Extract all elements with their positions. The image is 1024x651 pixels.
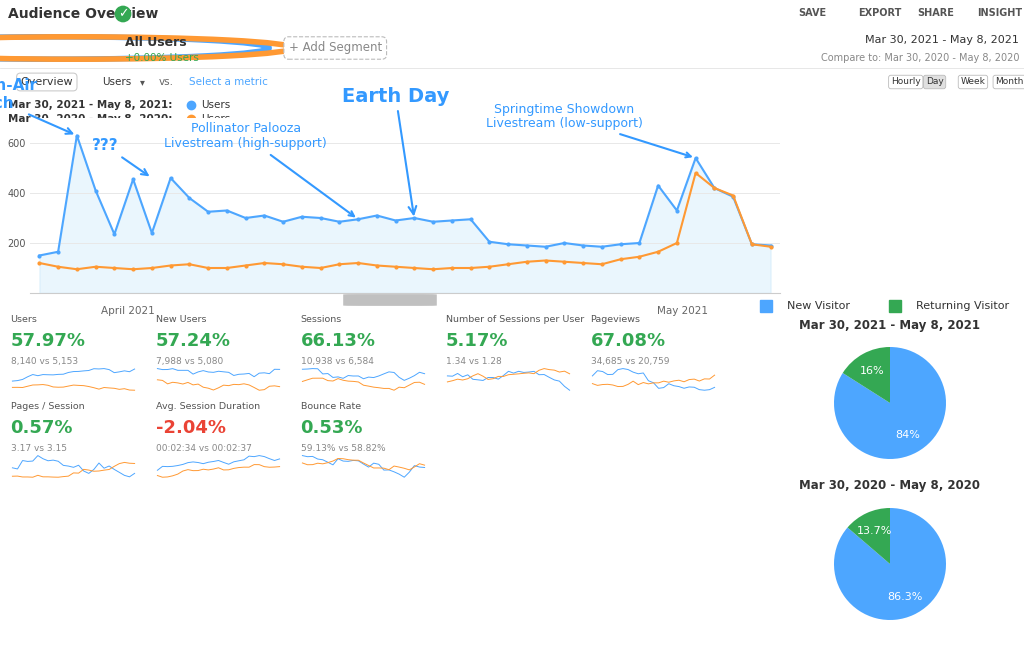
Text: 57.97%: 57.97% — [10, 332, 86, 350]
Text: 84%: 84% — [895, 430, 920, 440]
Wedge shape — [848, 508, 890, 564]
Text: vs.: vs. — [159, 77, 174, 87]
Text: 7,988 vs 5,080: 7,988 vs 5,080 — [156, 357, 223, 367]
Text: 10,938 vs 6,584: 10,938 vs 6,584 — [301, 357, 374, 367]
Text: -2.04%: -2.04% — [156, 419, 225, 437]
Text: ???: ??? — [92, 138, 147, 175]
Text: ▾: ▾ — [140, 77, 145, 87]
Text: May 2021: May 2021 — [657, 306, 708, 316]
Text: Audience Overview: Audience Overview — [8, 7, 159, 21]
Text: ✓: ✓ — [118, 8, 128, 20]
Text: Pageviews: Pageviews — [591, 315, 641, 324]
Text: Mar 30, 2020 - May 8, 2020:: Mar 30, 2020 - May 8, 2020: — [8, 113, 172, 124]
FancyBboxPatch shape — [343, 294, 437, 306]
Text: Users: Users — [202, 100, 230, 110]
Text: Compare to: Mar 30, 2020 - May 8, 2020: Compare to: Mar 30, 2020 - May 8, 2020 — [820, 53, 1019, 63]
Text: April 2021: April 2021 — [100, 306, 155, 316]
Text: Pollinator Palooza
Livestream (high-support): Pollinator Palooza Livestream (high-supp… — [164, 122, 354, 216]
Text: Springtime Showdown
Livestream (low-support): Springtime Showdown Livestream (low-supp… — [486, 102, 691, 158]
Text: 16%: 16% — [860, 366, 885, 376]
Text: EXPORT: EXPORT — [858, 8, 901, 18]
Text: Avg. Session Duration: Avg. Session Duration — [156, 402, 260, 411]
Text: Month: Month — [995, 77, 1024, 87]
Text: Earth Day: Earth Day — [342, 87, 450, 214]
Text: 3.17 vs 3.15: 3.17 vs 3.15 — [10, 444, 67, 453]
Wedge shape — [843, 347, 890, 403]
Text: 00:02:34 vs 00:02:37: 00:02:34 vs 00:02:37 — [156, 444, 252, 453]
Text: Day: Day — [926, 77, 943, 87]
Text: 5.17%: 5.17% — [445, 332, 508, 350]
Text: 1.34 vs 1.28: 1.34 vs 1.28 — [445, 357, 502, 367]
Text: Select a metric: Select a metric — [189, 77, 268, 87]
Text: Users: Users — [202, 113, 230, 124]
Text: Mar 30, 2020 - May 8, 2020: Mar 30, 2020 - May 8, 2020 — [799, 480, 980, 493]
Text: 86.3%: 86.3% — [888, 592, 923, 602]
Text: All Users: All Users — [125, 36, 186, 49]
Text: 34,685 vs 20,759: 34,685 vs 20,759 — [591, 357, 669, 367]
Text: 13.7%: 13.7% — [857, 526, 893, 536]
Text: 66.13%: 66.13% — [301, 332, 376, 350]
Text: 0.57%: 0.57% — [10, 419, 73, 437]
Text: Pages / Session: Pages / Session — [10, 402, 84, 411]
Text: Hourly: Hourly — [891, 77, 921, 87]
Text: Number of Sessions per User: Number of Sessions per User — [445, 315, 584, 324]
Text: Users: Users — [10, 315, 38, 324]
Wedge shape — [834, 347, 946, 459]
Text: 8,140 vs 5,153: 8,140 vs 5,153 — [10, 357, 78, 367]
Text: Mar 30, 2021 - May 8, 2021:: Mar 30, 2021 - May 8, 2021: — [8, 100, 172, 110]
Text: 59.13% vs 58.82%: 59.13% vs 58.82% — [301, 444, 385, 453]
Text: 0.53%: 0.53% — [301, 419, 364, 437]
Text: Users: Users — [102, 77, 132, 87]
Text: +0.00% Users: +0.00% Users — [125, 53, 199, 63]
Text: New Visitor: New Visitor — [787, 301, 850, 311]
Text: Bounce Rate: Bounce Rate — [301, 402, 360, 411]
Text: Overview: Overview — [20, 77, 73, 87]
Text: SHARE: SHARE — [918, 8, 954, 18]
Text: SciFri On-Air
Launch: SciFri On-Air Launch — [0, 78, 73, 134]
Text: + Add Segment: + Add Segment — [289, 42, 382, 55]
Text: Mar 30, 2021 - May 8, 2021: Mar 30, 2021 - May 8, 2021 — [865, 35, 1019, 45]
Text: Sessions: Sessions — [301, 315, 342, 324]
Text: New Users: New Users — [156, 315, 206, 324]
Text: 57.24%: 57.24% — [156, 332, 230, 350]
Wedge shape — [834, 508, 946, 620]
Text: 67.08%: 67.08% — [591, 332, 666, 350]
Text: INSIGHT: INSIGHT — [977, 8, 1022, 18]
Text: Mar 30, 2021 - May 8, 2021: Mar 30, 2021 - May 8, 2021 — [799, 318, 980, 331]
Text: SAVE: SAVE — [799, 8, 826, 18]
Text: Week: Week — [961, 77, 985, 87]
Text: Returning Visitor: Returning Visitor — [916, 301, 1010, 311]
